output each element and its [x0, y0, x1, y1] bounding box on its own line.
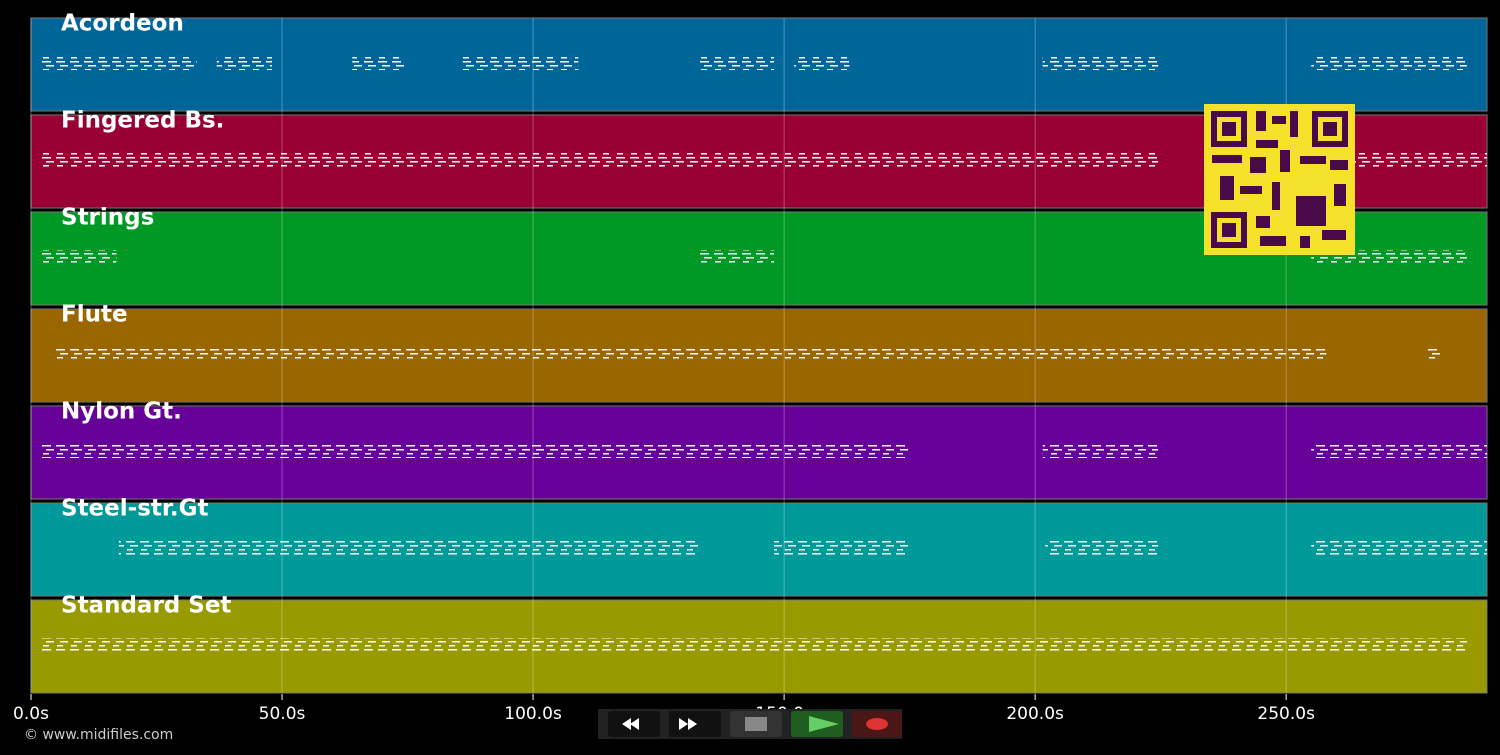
note-span [774, 541, 910, 555]
note-span [1311, 541, 1487, 555]
note-span [56, 347, 1327, 361]
player-controls [598, 709, 902, 739]
note-span [698, 250, 775, 264]
note-span [41, 250, 117, 264]
play-button[interactable] [791, 711, 843, 737]
footer-credit: © www.midifiles.com [24, 727, 173, 743]
note-span [118, 541, 699, 555]
track-name: Nylon Gt. [61, 399, 182, 425]
track-name: Flute [61, 302, 128, 328]
note-span [1311, 153, 1487, 167]
stop-button[interactable] [730, 711, 782, 737]
track-name: Fingered Bs. [61, 108, 224, 134]
track-name: Strings [61, 205, 154, 231]
track-name: Standard Set [61, 593, 231, 619]
x-tick-label: 100.0s [504, 704, 562, 724]
note-span [352, 56, 406, 70]
x-tick-label: 250.0s [1257, 704, 1315, 724]
qr-code [1204, 104, 1355, 255]
note-span [216, 56, 272, 70]
x-tick-label: 200.0s [1006, 704, 1064, 724]
note-span [1045, 541, 1159, 555]
record-button[interactable] [852, 711, 902, 737]
note-span [41, 153, 1159, 167]
track-name: Steel-str.Gt [61, 496, 209, 522]
note-span [41, 638, 1467, 652]
note-span [1311, 444, 1487, 458]
x-tick-label: 0.0s [13, 704, 49, 724]
note-span [41, 56, 197, 70]
x-tick-label: 50.0s [259, 704, 306, 724]
note-span [1042, 444, 1159, 458]
note-span [41, 444, 910, 458]
note-span [462, 56, 579, 70]
track-name: Acordeon [61, 11, 184, 37]
note-span [1311, 56, 1467, 70]
rewind-button[interactable] [608, 711, 660, 737]
forward-button[interactable] [669, 711, 721, 737]
note-span [1042, 56, 1159, 70]
note-span [794, 56, 850, 70]
note-span [1426, 347, 1442, 361]
note-span [698, 56, 775, 70]
